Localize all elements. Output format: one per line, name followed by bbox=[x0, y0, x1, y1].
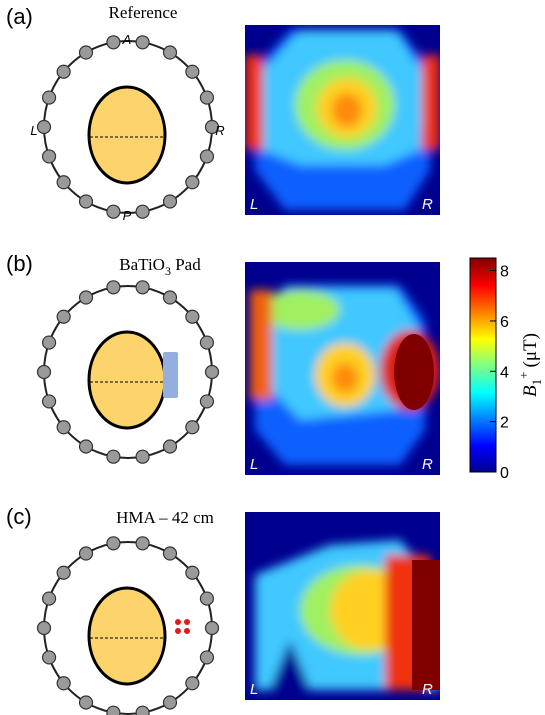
tick-label: 2 bbox=[500, 415, 509, 432]
electrode bbox=[199, 591, 215, 606]
title-part: Pad bbox=[171, 255, 201, 274]
electrode bbox=[78, 695, 94, 710]
electrode bbox=[162, 695, 178, 710]
electrode bbox=[185, 175, 200, 190]
electrode bbox=[204, 620, 220, 636]
b1-map bbox=[245, 512, 440, 700]
label-part: (μT) bbox=[520, 333, 541, 367]
electrode bbox=[135, 536, 150, 551]
title-part: BaTiO bbox=[119, 255, 165, 274]
map-label: L bbox=[250, 196, 258, 213]
electrode bbox=[162, 194, 178, 209]
orientation-label: L bbox=[30, 123, 37, 138]
electrode bbox=[41, 90, 57, 105]
electrode bbox=[185, 420, 200, 435]
electrode bbox=[106, 35, 121, 50]
electrode bbox=[185, 64, 200, 79]
panel-title: HMA – 42 cm bbox=[116, 508, 214, 527]
electrode bbox=[41, 335, 57, 350]
electrode bbox=[162, 439, 178, 454]
electrode bbox=[135, 280, 150, 295]
electrode bbox=[199, 335, 215, 350]
title-sub: 3 bbox=[165, 264, 171, 278]
electrode bbox=[199, 394, 215, 409]
b1-map bbox=[245, 262, 440, 475]
label-sub: 1 bbox=[529, 379, 544, 386]
electrode bbox=[56, 565, 71, 580]
electrode bbox=[185, 676, 200, 691]
electrode bbox=[56, 676, 71, 691]
electrode bbox=[106, 449, 121, 464]
map-label: L bbox=[250, 681, 258, 698]
orientation-label: A bbox=[122, 32, 132, 47]
electrode bbox=[204, 364, 220, 380]
colorbar-label: B1+ (μT) bbox=[516, 333, 544, 397]
electrode bbox=[162, 546, 178, 561]
electrode bbox=[41, 650, 57, 665]
map-label: R bbox=[422, 196, 433, 213]
electrode bbox=[106, 204, 121, 219]
electrode bbox=[78, 45, 94, 60]
electrode bbox=[41, 394, 57, 409]
map-label: R bbox=[422, 681, 433, 698]
panel-title: Reference bbox=[109, 3, 178, 22]
panel-label: (b) bbox=[6, 251, 33, 276]
electrode bbox=[185, 565, 200, 580]
phantom bbox=[87, 330, 167, 430]
electrode bbox=[56, 420, 71, 435]
map-labels: L R L R L R bbox=[250, 196, 433, 698]
tick-label: 0 bbox=[500, 465, 509, 482]
orientation-label: P bbox=[123, 208, 132, 223]
phantom bbox=[87, 586, 167, 686]
colorbar-ticks: 0 2 4 6 8 bbox=[490, 264, 509, 482]
map-label: L bbox=[250, 456, 258, 473]
electrode bbox=[36, 364, 52, 380]
hma-dots bbox=[175, 619, 190, 634]
electrode bbox=[78, 546, 94, 561]
tick-label: 6 bbox=[500, 314, 509, 331]
label-sup: + bbox=[516, 372, 531, 379]
b1-map bbox=[245, 25, 440, 215]
electrode bbox=[135, 705, 150, 715]
electrode bbox=[199, 149, 215, 164]
electrode bbox=[106, 280, 121, 295]
electrode bbox=[135, 35, 150, 50]
electrode bbox=[56, 175, 71, 190]
orientation-label: R bbox=[215, 123, 224, 138]
coil-diagrams bbox=[36, 35, 220, 715]
panel-label: (a) bbox=[6, 4, 33, 29]
label-part: B bbox=[520, 385, 541, 397]
tick-label: 4 bbox=[500, 364, 509, 381]
electrode bbox=[162, 45, 178, 60]
electrode bbox=[135, 449, 150, 464]
panel-title: BaTiO3 Pad bbox=[119, 255, 201, 278]
electrode bbox=[78, 194, 94, 209]
electrode bbox=[106, 705, 121, 715]
electrode bbox=[135, 204, 150, 219]
electrode bbox=[199, 650, 215, 665]
electrode bbox=[106, 536, 121, 551]
electrode bbox=[78, 439, 94, 454]
colorbar bbox=[469, 257, 497, 473]
pad bbox=[163, 352, 178, 398]
electrode bbox=[36, 119, 52, 135]
electrode bbox=[185, 309, 200, 324]
panel-label: (c) bbox=[6, 504, 32, 529]
electrode bbox=[162, 290, 178, 305]
electrode bbox=[199, 90, 215, 105]
tick-label: 8 bbox=[500, 264, 509, 281]
phantom bbox=[87, 85, 167, 185]
electrode bbox=[78, 290, 94, 305]
electrode bbox=[41, 149, 57, 164]
electrode bbox=[41, 591, 57, 606]
map-label: R bbox=[422, 456, 433, 473]
electrode bbox=[56, 64, 71, 79]
electrode bbox=[36, 620, 52, 636]
electrode bbox=[56, 309, 71, 324]
electrode bbox=[204, 119, 220, 135]
